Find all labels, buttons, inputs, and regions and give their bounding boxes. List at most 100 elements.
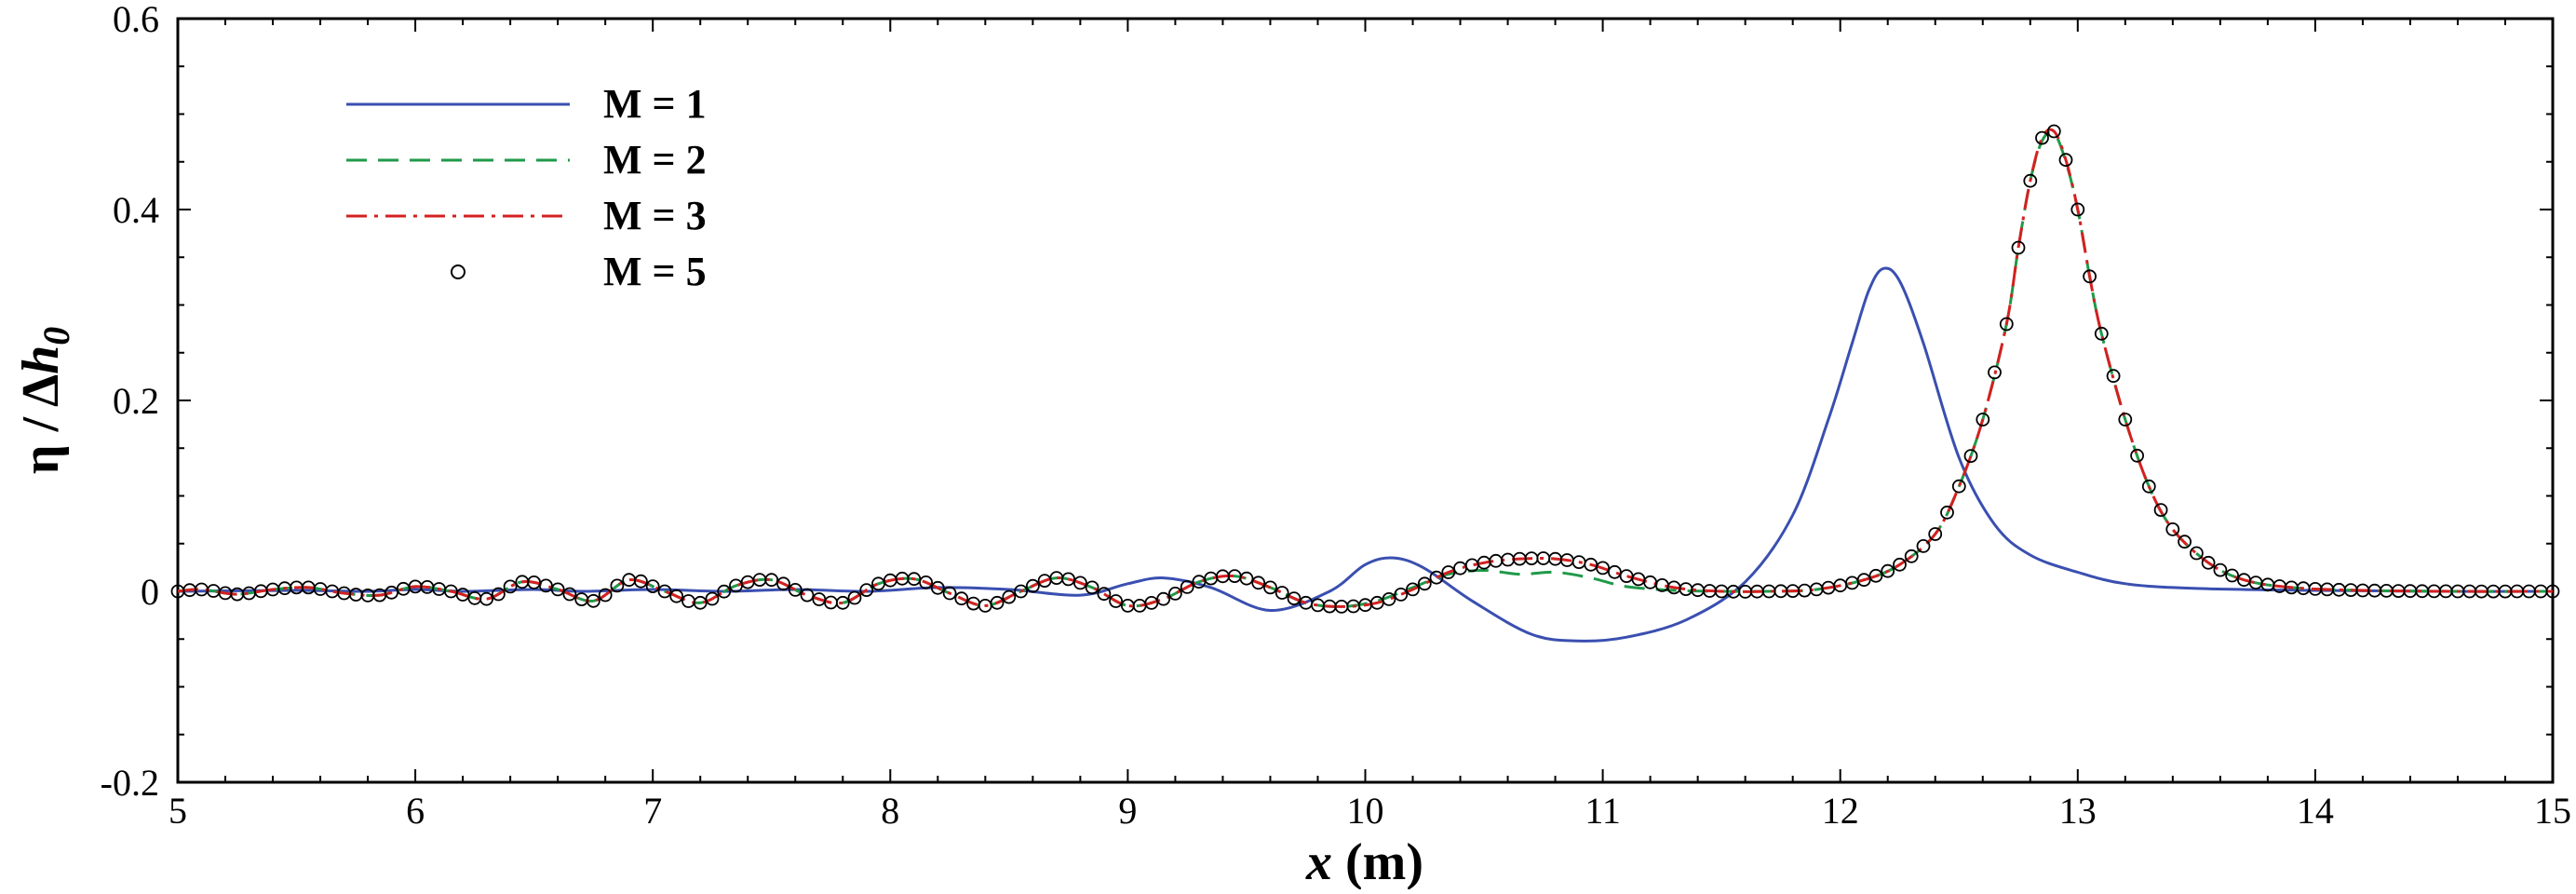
data-point-marker xyxy=(1571,555,1586,569)
x-tick-label: 9 xyxy=(1118,790,1137,832)
data-point-marker xyxy=(2165,522,2180,536)
x-tick-label: 14 xyxy=(2297,790,2334,832)
data-point-marker xyxy=(1856,573,1871,588)
data-point-marker xyxy=(1002,589,1017,604)
data-point-marker xyxy=(634,574,648,589)
data-point-marker xyxy=(2058,153,2073,168)
data-point-marker xyxy=(1251,576,1266,590)
legend-entry-m-5: M = 5 xyxy=(451,249,707,294)
data-point-marker xyxy=(1109,594,1123,608)
x-tick-label: 5 xyxy=(169,790,187,832)
data-point-marker xyxy=(1026,578,1040,593)
data-point-marker xyxy=(990,595,1005,610)
legend-label: M = 2 xyxy=(603,137,707,183)
data-point-marker xyxy=(1085,580,1099,595)
legend-marker xyxy=(451,264,465,279)
data-point-marker xyxy=(539,578,553,593)
legend-entry-m-3: M = 3 xyxy=(346,193,707,238)
series-line-m-3 xyxy=(177,128,2554,608)
x-tick-label: 7 xyxy=(643,790,662,832)
data-point-marker xyxy=(1963,449,1978,464)
data-point-marker xyxy=(1239,571,1254,586)
data-point-marker xyxy=(492,587,506,602)
data-point-marker xyxy=(1868,568,1883,583)
data-point-marker xyxy=(705,591,720,606)
data-point-marker xyxy=(776,576,790,591)
data-point-marker xyxy=(2141,479,2156,494)
data-point-marker xyxy=(1382,592,1396,606)
data-point-marker xyxy=(1928,527,1943,541)
data-point-marker xyxy=(1097,587,1112,602)
data-point-marker xyxy=(1999,317,2014,332)
data-point-marker xyxy=(1156,591,1171,606)
legend-label: M = 3 xyxy=(603,193,707,238)
data-point-marker xyxy=(1061,572,1075,587)
data-point-marker xyxy=(1940,505,1954,520)
data-point-marker xyxy=(1263,580,1277,595)
legend-label: M = 1 xyxy=(603,81,707,127)
data-point-marker xyxy=(2545,584,2560,599)
data-point-marker xyxy=(1417,576,1432,591)
data-point-marker xyxy=(788,583,802,597)
data-point-marker xyxy=(1988,365,2002,380)
data-point-marker xyxy=(1180,580,1194,594)
y-tick-label: 0.6 xyxy=(113,0,159,40)
x-tick-label: 11 xyxy=(1585,790,1621,832)
data-point-marker xyxy=(1394,588,1409,602)
data-point-marker xyxy=(669,589,684,603)
data-point-marker xyxy=(717,584,732,599)
data-point-marker xyxy=(1893,557,1907,572)
data-point-marker xyxy=(2023,173,2038,188)
data-point-marker xyxy=(942,586,957,601)
data-point-marker xyxy=(657,584,672,599)
data-point-marker xyxy=(1287,591,1301,605)
x-axis-var: x xyxy=(1305,833,1332,889)
y-tick-label: 0 xyxy=(141,571,159,613)
data-point-marker xyxy=(1916,539,1931,553)
data-point-marker xyxy=(800,588,815,603)
data-point-marker xyxy=(1014,584,1028,599)
plot-area-frame xyxy=(176,17,2555,784)
series-line-m-1 xyxy=(177,266,2554,643)
x-axis-title: x (m) xyxy=(1305,833,1423,889)
data-point-marker xyxy=(2225,568,2240,583)
data-point-marker xyxy=(598,588,613,603)
data-point-marker xyxy=(2130,448,2145,463)
data-point-marker xyxy=(1881,563,1895,578)
data-point-marker xyxy=(1429,570,1444,585)
data-point-marker xyxy=(2106,369,2121,384)
data-point-marker xyxy=(479,591,493,606)
data-point-marker xyxy=(954,591,969,606)
y-tick-label: 0.2 xyxy=(113,380,159,422)
data-point-marker xyxy=(1608,564,1622,579)
y-axis-title: η / Δh0 xyxy=(12,327,77,475)
data-point-marker xyxy=(610,578,625,593)
data-point-marker xyxy=(1144,596,1159,610)
data-point-marker xyxy=(503,579,518,594)
data-point-marker xyxy=(1951,479,1966,494)
data-point-marker xyxy=(562,587,577,602)
data-point-marker xyxy=(2046,124,2061,139)
data-point-marker xyxy=(2094,326,2109,341)
data-point-marker xyxy=(2213,562,2228,577)
data-point-marker xyxy=(930,580,945,595)
axis-ticks: 5 6 7 8 9 10 11 12 13 14 15 -0.2 0 0.2 0.4 0.6 xyxy=(101,0,2571,832)
data-point-marker xyxy=(2118,413,2133,427)
series-markers-m-5 xyxy=(170,124,2560,614)
data-point-marker xyxy=(2035,130,2049,145)
series-line-m-2 xyxy=(177,129,2554,608)
data-point-marker xyxy=(2178,535,2192,549)
y-axis-sub: 0 xyxy=(35,327,77,345)
data-point-marker xyxy=(764,573,779,588)
legend: M = 1 M = 2 M = 3 M = 5 xyxy=(346,81,707,294)
data-point-marker xyxy=(1904,549,1919,563)
data-point-marker xyxy=(2153,503,2168,517)
data-point-marker xyxy=(1596,561,1610,576)
data-point-marker xyxy=(693,595,708,610)
y-axis-var: h xyxy=(12,345,70,374)
data-point-marker xyxy=(835,595,850,610)
y-axis-prefix: η / Δ xyxy=(12,374,70,474)
data-point-marker xyxy=(2189,546,2204,561)
data-point-marker xyxy=(859,583,874,597)
